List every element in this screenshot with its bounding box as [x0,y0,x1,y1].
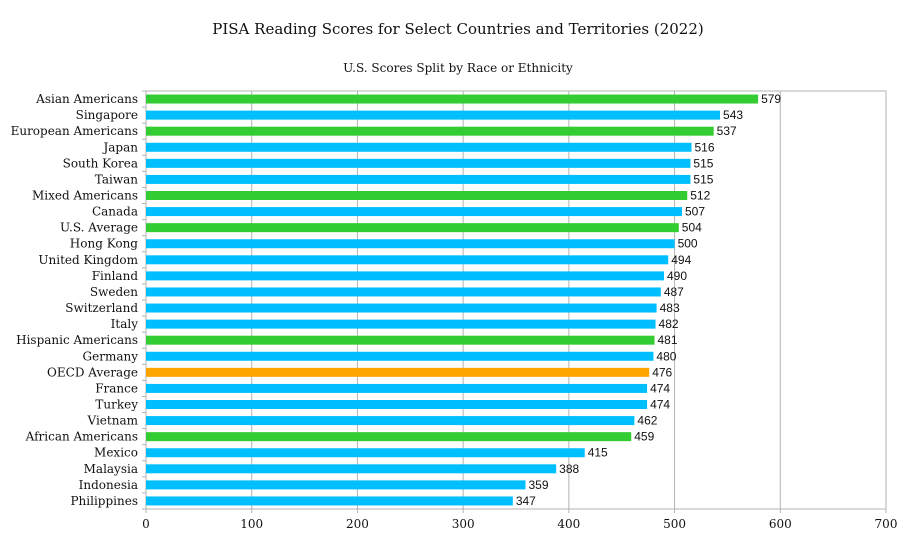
bar [146,367,650,377]
x-tick-label: 200 [346,517,369,531]
category-label: Italy [111,317,139,331]
data-label: 482 [659,317,679,331]
data-label: 481 [657,333,677,347]
category-label: Hispanic Americans [16,333,138,347]
data-label: 415 [588,446,608,460]
data-label: 507 [685,205,705,219]
bar [146,432,632,442]
data-label: 459 [634,430,654,444]
data-label: 462 [637,414,657,428]
x-tick-label: 0 [142,517,150,531]
category-label: Sweden [90,285,138,299]
bar [146,319,656,329]
data-label: 543 [723,108,743,122]
x-tick-label: 700 [875,517,898,531]
bar [146,480,526,490]
category-label: U.S. Average [60,221,138,235]
category-label: Turkey [95,398,138,412]
category-label: Malaysia [84,462,138,476]
chart-title: PISA Reading Scores for Select Countries… [212,20,704,38]
data-label: 516 [694,140,714,154]
data-label: 487 [664,285,684,299]
data-label: 490 [667,269,687,283]
data-label: 537 [717,124,737,138]
x-tick-label: 500 [663,517,686,531]
bar [146,448,585,458]
category-label: Switzerland [65,301,138,315]
data-label: 476 [652,365,672,379]
category-label: Taiwan [95,172,138,186]
bar [146,416,635,426]
category-label: African Americans [25,430,138,444]
x-tick-label: 400 [557,517,580,531]
data-label: 480 [656,349,676,363]
plot-area-frame [145,90,887,510]
category-label: European Americans [11,124,138,138]
category-label: Indonesia [79,478,138,492]
category-label: OECD Average [47,365,138,379]
bar [146,303,657,313]
bar [146,110,721,120]
bar [146,464,557,474]
data-label: 579 [761,92,781,106]
bar [146,207,682,217]
category-label: South Korea [63,156,138,170]
bar [146,255,669,265]
category-label: Japan [101,140,138,154]
data-label: 494 [671,253,691,267]
category-label: Singapore [76,108,138,122]
bar [146,158,691,168]
category-label: Canada [92,205,138,219]
bar [146,126,714,136]
data-label: 515 [693,172,713,186]
data-label: 388 [559,462,579,476]
x-tick-label: 100 [240,517,263,531]
data-label: 347 [516,494,536,508]
data-label: 515 [693,156,713,170]
bar [146,191,688,200]
category-label: Mixed Americans [32,189,138,203]
bar [146,223,679,233]
data-label: 474 [650,381,670,395]
x-tick-label: 300 [452,517,475,531]
category-label: Finland [92,269,139,283]
x-tick-label: 600 [769,517,792,531]
chart-subtitle: U.S. Scores Split by Race or Ethnicity [343,61,573,75]
category-label: United Kingdom [38,253,138,267]
bar [146,287,661,297]
data-label: 512 [690,189,710,203]
bar [146,271,664,281]
bar [146,335,655,345]
data-label: 359 [529,478,549,492]
bar [146,400,648,409]
bar [146,383,648,393]
data-label: 483 [660,301,680,315]
category-label: Mexico [94,446,138,460]
data-label: 474 [650,398,670,412]
bar [146,239,675,249]
category-label: Hong Kong [70,237,139,251]
bar [146,142,692,152]
bar [146,94,759,104]
data-label: 504 [682,221,702,235]
bar [146,174,691,184]
category-label: France [95,381,138,395]
bar [146,351,654,361]
category-label: Vietnam [87,414,139,428]
category-label: Asian Americans [35,92,138,106]
data-label: 500 [678,237,698,251]
category-label: Philippines [70,494,138,508]
bar [146,496,513,506]
category-label: Germany [83,349,139,363]
